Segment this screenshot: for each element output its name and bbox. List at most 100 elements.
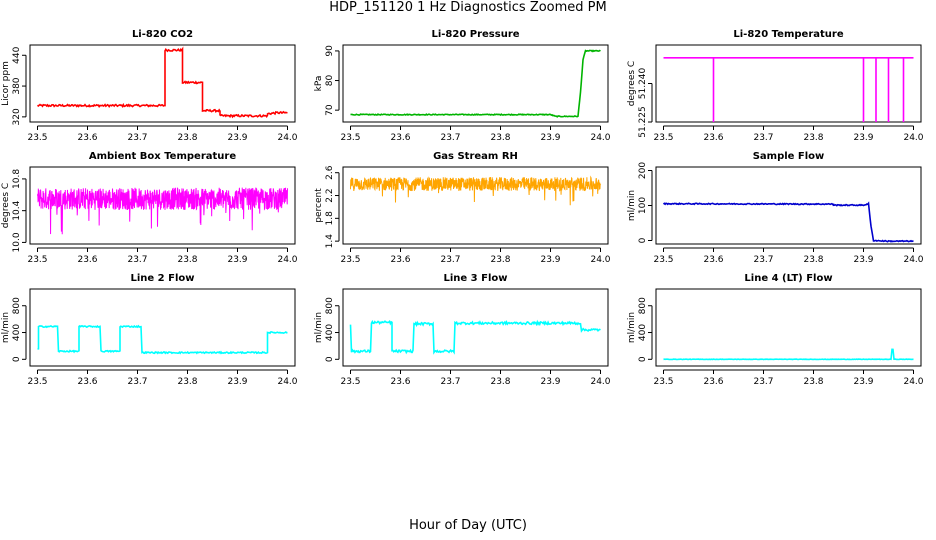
x-tick-label: 23.5 <box>340 133 360 143</box>
y-tick-label: 400 <box>12 324 22 341</box>
x-tick-label: 23.5 <box>653 377 673 387</box>
x-tick-label: 23.9 <box>227 255 247 265</box>
y-tick-label: 10.4 <box>12 200 22 220</box>
y-tick-label: 400 <box>325 324 335 341</box>
y-tick-label: 0 <box>325 356 335 362</box>
y-tick-label: 10.8 <box>12 169 22 189</box>
x-tick-label: 23.5 <box>653 133 673 143</box>
x-tick-label: 23.7 <box>440 377 460 387</box>
plot-frame <box>342 44 609 123</box>
x-tick-label: 24.0 <box>590 255 610 265</box>
series-line-temperature <box>663 57 914 122</box>
x-tick-label: 23.8 <box>490 133 510 143</box>
x-tick-label: 23.5 <box>340 377 360 387</box>
x-tick-label: 23.8 <box>803 133 823 143</box>
series-line-rh <box>350 175 601 206</box>
y-tick-label: 800 <box>638 297 648 314</box>
y-tick-label: 0 <box>12 356 22 362</box>
y-tick-label: 2.6 <box>325 165 335 180</box>
y-axis-label: ml/min <box>627 312 637 343</box>
x-tick-label: 23.7 <box>440 255 460 265</box>
y-tick-label: 51.225 <box>638 106 648 138</box>
x-tick-label: 23.7 <box>127 133 147 143</box>
y-tick-label: 320 <box>12 108 22 125</box>
x-tick-label: 23.9 <box>540 377 560 387</box>
figure-x-axis-label: Hour of Day (UTC) <box>409 518 527 533</box>
x-tick-label: 24.0 <box>590 377 610 387</box>
plot-frame <box>342 288 609 367</box>
y-tick-label: 10.0 <box>12 232 22 252</box>
y-tick-label: 70 <box>325 104 335 116</box>
y-axis-label: Licor ppm <box>1 61 11 106</box>
series-line-co2 <box>36 46 288 119</box>
x-tick-label: 24.0 <box>903 377 923 387</box>
y-tick-label: 0 <box>638 237 648 243</box>
y-tick-label: 440 <box>12 46 22 63</box>
x-tick-label: 23.7 <box>753 133 773 143</box>
y-tick-label: 80 <box>325 75 335 87</box>
y-tick-label: 800 <box>12 297 22 314</box>
x-tick-label: 23.8 <box>490 255 510 265</box>
x-tick-label: 23.8 <box>177 377 197 387</box>
plot-frame <box>29 288 296 367</box>
x-tick-label: 24.0 <box>277 255 297 265</box>
y-axis-label: degrees C <box>627 61 637 106</box>
panel-line2: Line 2 Flow 23.5 23.6 23.7 23.8 23.9 24.0 0 400 8… <box>1 273 298 387</box>
y-tick-label: 200 <box>638 162 648 179</box>
y-tick-label: 2.2 <box>325 188 335 202</box>
x-tick-label: 23.7 <box>440 133 460 143</box>
x-tick-label: 23.5 <box>653 255 673 265</box>
panel-title: Line 4 (LT) Flow <box>744 273 832 284</box>
figure-title: HDP_151120 1 Hz Diagnostics Zoomed PM <box>329 0 607 15</box>
x-tick-label: 23.9 <box>227 377 247 387</box>
panel-ambient: Ambient Box Temperature 23.5 23.6 23.7 23.8 2… <box>1 151 298 265</box>
x-tick-label: 24.0 <box>903 255 923 265</box>
x-tick-label: 23.5 <box>340 255 360 265</box>
plot-frame <box>342 166 609 245</box>
x-tick-label: 23.9 <box>853 133 873 143</box>
x-tick-label: 23.7 <box>753 255 773 265</box>
x-tick-label: 23.9 <box>853 255 873 265</box>
x-tick-label: 23.8 <box>803 377 823 387</box>
x-tick-label: 23.5 <box>27 255 47 265</box>
x-tick-label: 23.9 <box>540 133 560 143</box>
panel-pressure: Li-820 Pressure 23.5 23.6 23.7 23.8 23.9 24.0 7… <box>314 29 611 143</box>
panel-line3: Line 3 Flow 23.5 23.6 23.7 23.8 23.9 24.0 0 400 8… <box>314 273 611 387</box>
panel-title: Ambient Box Temperature <box>89 151 236 162</box>
panel-line4: Line 4 (LT) Flow 23.5 23.6 23.7 23.8 23.9 24.0… <box>627 273 924 387</box>
y-tick-label: 0 <box>638 356 648 362</box>
x-tick-label: 23.5 <box>27 133 47 143</box>
x-tick-label: 23.7 <box>127 377 147 387</box>
y-tick-label: 800 <box>325 297 335 314</box>
x-tick-label: 23.6 <box>390 377 410 387</box>
x-tick-label: 24.0 <box>903 133 923 143</box>
y-axis-label: ml/min <box>314 312 324 343</box>
y-axis-label: degrees C <box>1 183 11 228</box>
plot-frame <box>29 166 296 245</box>
plot-frame <box>655 44 922 123</box>
x-tick-label: 23.9 <box>227 133 247 143</box>
plot-frame <box>655 166 922 245</box>
y-axis-label: ml/min <box>627 190 637 221</box>
x-tick-label: 23.8 <box>490 377 510 387</box>
panel-title: Li-820 Pressure <box>431 29 519 40</box>
panel-rh: Gas Stream RH 23.5 23.6 23.7 23.8 23.9 24.0 1.4… <box>314 151 611 265</box>
panel-temperature: Li-820 Temperature 23.5 23.6 23.7 23.8 23.9 24… <box>627 29 924 143</box>
y-tick-label: 380 <box>12 77 22 94</box>
x-tick-label: 24.0 <box>590 133 610 143</box>
y-axis-label: percent <box>314 188 324 223</box>
y-tick-label: 1.8 <box>325 211 335 226</box>
x-tick-label: 23.6 <box>703 377 723 387</box>
series-line-line4 <box>663 348 914 361</box>
x-tick-label: 23.6 <box>77 377 97 387</box>
y-axis-label: ml/min <box>1 312 11 343</box>
y-tick-label: 1.4 <box>325 234 335 249</box>
y-tick-label: 400 <box>638 324 648 341</box>
y-tick-label: 90 <box>325 45 335 57</box>
x-tick-label: 23.6 <box>77 255 97 265</box>
x-tick-label: 23.9 <box>853 377 873 387</box>
x-tick-label: 23.6 <box>390 133 410 143</box>
panel-title: Li-820 Temperature <box>733 29 843 40</box>
series-line-line2 <box>37 324 288 355</box>
x-tick-label: 23.6 <box>77 133 97 143</box>
